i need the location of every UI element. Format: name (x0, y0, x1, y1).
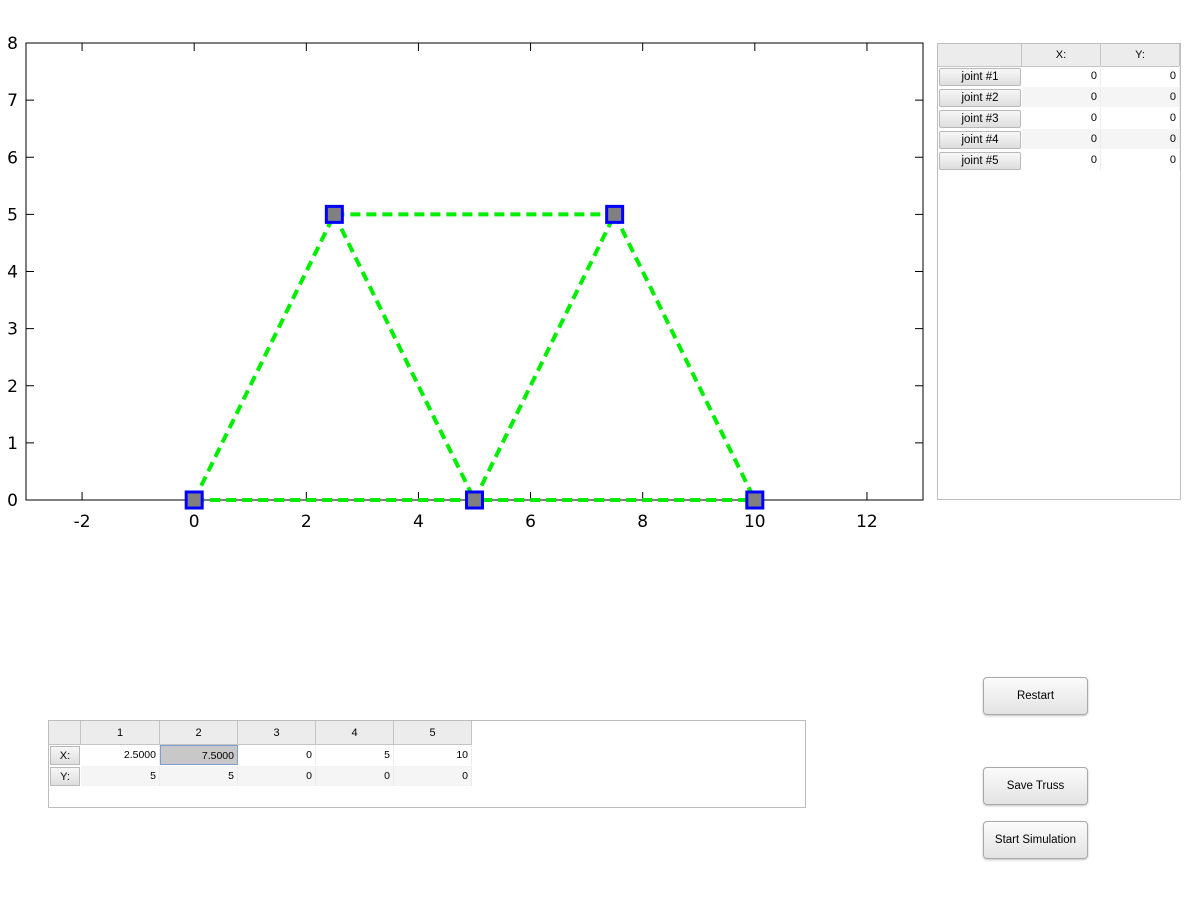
joint-3-x-cell[interactable]: 0 (1022, 108, 1101, 128)
x-tick-label: -2 (74, 512, 91, 532)
joint-row-label-3[interactable]: joint #3 (939, 110, 1021, 128)
point-y-cell-3[interactable]: 0 (238, 766, 316, 786)
joint-marker[interactable] (605, 204, 625, 224)
point-y-cell-2[interactable]: 5 (160, 766, 238, 786)
point-table: 1 2 3 4 5 X: 2.5000 7.5000 0 5 10 Y: 5 5… (48, 720, 806, 808)
x-tick-label: 0 (189, 512, 200, 532)
point-table-header-3: 3 (238, 721, 316, 745)
x-tick-label: 2 (301, 512, 312, 532)
x-tick-label: 12 (856, 512, 878, 532)
truss-member (192, 213, 337, 501)
y-tick-label: 6 (7, 148, 18, 168)
truss-member (332, 213, 477, 501)
joint-2-y-cell[interactable]: 0 (1101, 87, 1180, 107)
y-tick-label: 8 (7, 34, 18, 54)
point-x-cell-1[interactable]: 2.5000 (81, 745, 160, 765)
joint-table-corner (938, 44, 1022, 67)
joint-2-x-cell[interactable]: 0 (1022, 87, 1101, 107)
y-tick-label: 5 (7, 205, 18, 225)
save-truss-button[interactable]: Save Truss (983, 767, 1088, 805)
joint-3-y-cell[interactable]: 0 (1101, 108, 1180, 128)
y-tick-label: 1 (7, 434, 18, 454)
point-x-cell-3[interactable]: 0 (238, 745, 316, 765)
joint-5-x-cell[interactable]: 0 (1022, 150, 1101, 170)
point-y-cell-1[interactable]: 5 (81, 766, 160, 786)
y-tick-label: 2 (7, 377, 18, 397)
restart-button[interactable]: Restart (983, 677, 1088, 715)
start-simulation-button[interactable]: Start Simulation (983, 821, 1088, 859)
x-tick-label: 10 (744, 512, 766, 532)
joint-row-label-2[interactable]: joint #2 (939, 89, 1021, 107)
joint-marker[interactable] (324, 204, 344, 224)
point-x-cell-4[interactable]: 5 (316, 745, 394, 765)
point-table-corner (49, 721, 81, 745)
x-tick-label: 6 (525, 512, 536, 532)
y-tick-label: 3 (7, 320, 18, 340)
point-x-cell-5[interactable]: 10 (394, 745, 472, 765)
joint-row-label-4[interactable]: joint #4 (939, 131, 1021, 149)
joint-1-x-cell[interactable]: 0 (1022, 66, 1101, 86)
truss-member (612, 213, 757, 501)
joint-row-label-1[interactable]: joint #1 (939, 68, 1021, 86)
point-table-header-1: 1 (81, 721, 160, 745)
point-row-label-x[interactable]: X: (50, 746, 80, 765)
truss-member (472, 213, 617, 501)
point-y-cell-5[interactable]: 0 (394, 766, 472, 786)
point-y-cell-4[interactable]: 0 (316, 766, 394, 786)
point-x-cell-2[interactable]: 7.5000 (160, 745, 238, 765)
y-tick-label: 7 (7, 91, 18, 111)
joint-table: X: Y: joint #1 0 0 joint #2 0 0 joint #3… (937, 43, 1181, 500)
point-table-header-4: 4 (316, 721, 394, 745)
joint-1-y-cell[interactable]: 0 (1101, 66, 1180, 86)
joint-5-y-cell[interactable]: 0 (1101, 150, 1180, 170)
y-tick-label: 0 (7, 491, 18, 511)
joint-row-label-5[interactable]: joint #5 (939, 152, 1021, 170)
joint-4-x-cell[interactable]: 0 (1022, 129, 1101, 149)
point-table-header-2: 2 (160, 721, 238, 745)
y-tick-label: 4 (7, 263, 18, 283)
joint-marker[interactable] (745, 490, 765, 510)
x-tick-label: 8 (637, 512, 648, 532)
joint-table-header-y: Y: (1101, 44, 1180, 67)
point-row-label-y[interactable]: Y: (50, 767, 80, 786)
plot-area (25, 42, 924, 501)
x-tick-label: 4 (413, 512, 424, 532)
joint-table-header-x: X: (1022, 44, 1101, 67)
point-table-header-5: 5 (394, 721, 472, 745)
joint-marker[interactable] (184, 490, 204, 510)
joint-marker[interactable] (465, 490, 484, 510)
joint-4-y-cell[interactable]: 0 (1101, 129, 1180, 149)
